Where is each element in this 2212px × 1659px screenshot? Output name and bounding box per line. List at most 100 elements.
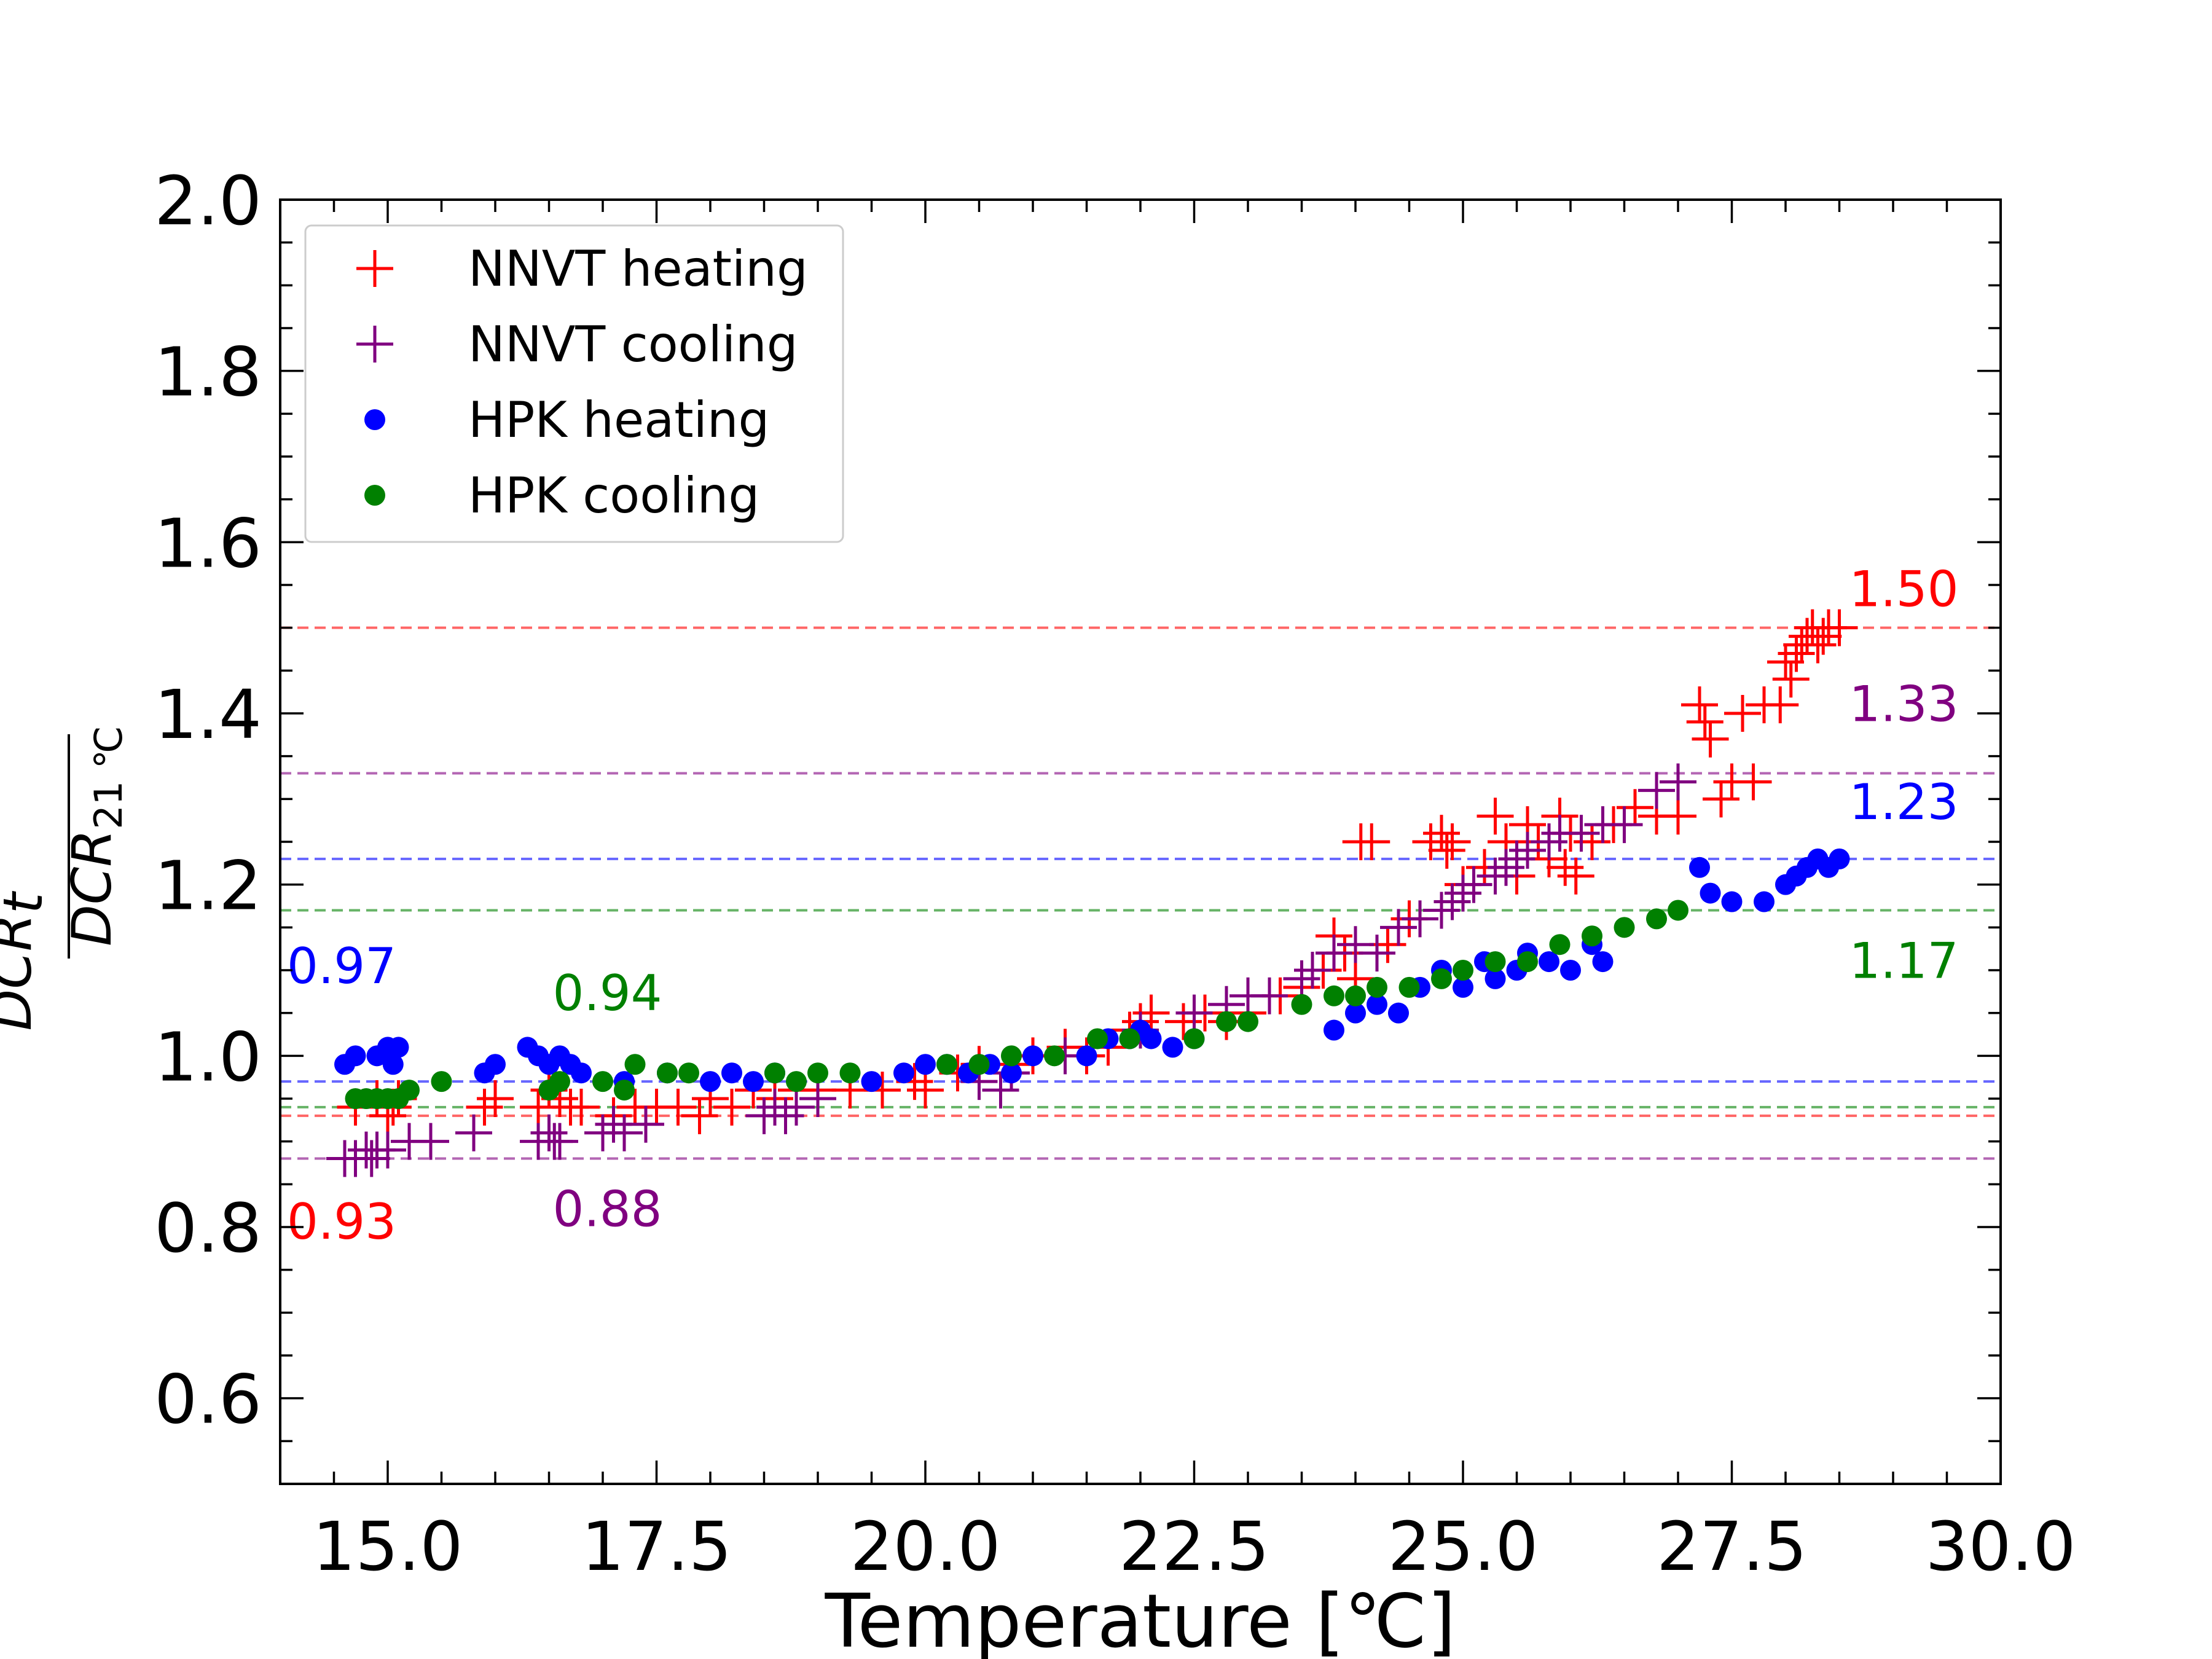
data-point [743,1071,764,1092]
data-points [326,609,1858,1177]
data-point [388,1037,409,1058]
data-point [1119,1028,1140,1049]
data-point [1531,823,1567,860]
data-point [1453,960,1473,981]
data-point [1162,1037,1183,1058]
data-point [1724,695,1761,732]
data-point [356,250,393,287]
y-label-numerator: DCRt [0,890,55,1030]
data-point [1291,994,1312,1015]
x-tick-label: 15.0 [313,1507,463,1586]
data-point [1433,883,1471,920]
y-tick-label: 1.6 [154,504,262,582]
data-point [1001,1045,1022,1067]
series-nnvt-cooling [326,763,1696,1177]
data-point [1703,780,1739,818]
data-point [1076,1045,1097,1067]
x-tick-label: 27.5 [1657,1507,1807,1586]
reference-label: 0.93 [287,1193,396,1250]
reference-label: 1.50 [1849,561,1958,618]
legend-item: HPK cooling [364,467,759,524]
data-point [1772,661,1810,698]
data-point [713,1088,750,1126]
y-tick-label: 0.8 [154,1189,262,1268]
reference-label: 1.33 [1849,676,1958,733]
data-point [364,409,385,430]
data-point [1638,772,1675,809]
data-point [681,1097,718,1134]
y-axis: 0.6 0.8 1.0 1.2 1.4 1.6 1.8 2.0 [154,162,2001,1485]
data-point [1316,935,1352,972]
legend-box [304,224,844,543]
legend-label: HPK cooling [468,467,759,524]
data-point [1805,618,1842,655]
reference-lines [280,626,2001,1160]
y-tick-label: 1.2 [154,847,262,925]
y-axis-title: DCRt DCR21 ℃ [0,726,131,1030]
data-point [861,1071,882,1092]
data-point [1762,686,1799,724]
x-tick-label: 30.0 [1926,1507,2076,1586]
data-point [1398,976,1420,998]
data-point [1175,994,1213,1032]
x-tick-label: 25.0 [1388,1507,1539,1586]
data-point [412,1123,449,1160]
data-point [1646,908,1667,930]
data-point [700,1071,721,1092]
data-point [1423,892,1460,929]
y-tick-label: 2.0 [154,162,262,240]
legend-label: HPK heating [468,391,769,449]
data-point [1617,789,1653,826]
data-point [627,1105,664,1143]
data-point [530,1114,568,1151]
data-point [1592,951,1614,973]
data-point [1484,951,1506,973]
data-point [1549,934,1571,955]
data-point [1517,951,1538,973]
data-point [1547,849,1584,886]
x-tick-label: 17.5 [581,1507,732,1586]
data-point [1560,960,1581,981]
data-point [1721,891,1743,912]
data-point [1380,909,1417,946]
data-point [485,1054,506,1075]
data-point [893,1062,914,1084]
data-point [1324,985,1344,1006]
data-point [1660,798,1696,835]
data-point [624,1054,646,1075]
data-point [1087,1028,1108,1049]
data-point [541,1123,578,1160]
data-point [592,1071,613,1092]
series-hpk-heating [334,848,1850,1092]
data-point [915,1054,936,1075]
data-point [1367,976,1387,998]
data-point [799,1080,836,1117]
data-point [1367,994,1387,1015]
data-point [764,1062,785,1084]
data-point [1423,815,1460,852]
data-point [1453,976,1473,998]
legend-label: NNVT heating [468,240,808,297]
reference-label: 0.88 [552,1181,662,1238]
data-point [657,1062,678,1084]
y-label-denominator: DCR21 ℃ [60,726,131,946]
data-point [721,1062,742,1084]
data-point [1345,985,1366,1006]
legend-item: NNVT cooling [356,316,798,373]
x-tick-label: 22.5 [1119,1507,1269,1586]
series-hpk-cooling [345,900,1688,1109]
data-point [1022,1045,1043,1067]
legend-item: NNVT heating [356,240,808,297]
y-tick-label: 0.6 [154,1360,262,1439]
data-point [1668,900,1688,921]
data-point [1251,977,1288,1014]
legend: NNVT heating NNVT cooling HPK heating HPK c… [304,224,844,543]
data-point [659,1088,697,1126]
reference-label: 1.17 [1849,932,1958,989]
data-point [1337,926,1374,963]
data-point [1324,1019,1344,1041]
data-point [399,1080,420,1101]
data-point [1237,1011,1258,1032]
y-tick-label: 1.8 [154,333,262,412]
